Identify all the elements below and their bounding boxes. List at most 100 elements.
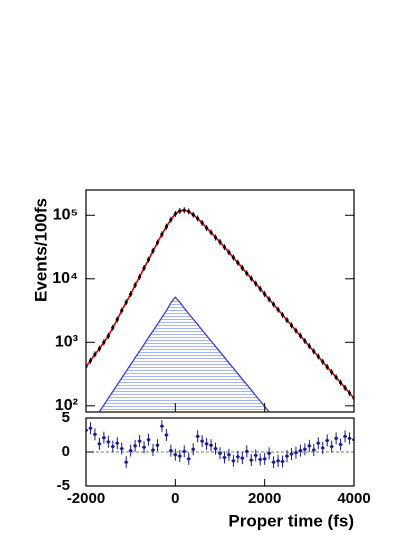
pull-point — [343, 434, 347, 438]
pull-point — [178, 454, 182, 458]
signal-area — [98, 296, 270, 412]
data-point — [209, 230, 213, 235]
data-point — [254, 282, 258, 286]
data-point — [102, 340, 106, 344]
pull-point — [249, 458, 253, 462]
data-point — [280, 313, 285, 317]
data-point — [330, 370, 334, 374]
data-point — [267, 297, 271, 301]
pull-point — [347, 436, 352, 440]
pull-point — [146, 438, 151, 442]
pull-point — [298, 449, 302, 453]
pull-point — [209, 443, 213, 447]
pull-point — [213, 447, 218, 451]
data-point — [307, 344, 311, 348]
x-tick-label: -2000 — [67, 490, 105, 507]
pull-point — [280, 459, 285, 464]
pull-point — [164, 433, 168, 437]
data-point — [245, 271, 249, 275]
pull-point — [169, 449, 173, 453]
data-point — [160, 232, 164, 236]
pull-point — [182, 449, 186, 453]
y-tick-label: 10⁵ — [53, 206, 78, 223]
y-tick-label: 5 — [62, 409, 70, 426]
data-point — [146, 258, 151, 262]
pull-point — [236, 455, 240, 459]
pull-point — [325, 438, 329, 443]
data-point — [343, 386, 347, 390]
pull-point — [334, 436, 338, 440]
pull-point — [339, 442, 343, 447]
data-point — [339, 381, 343, 385]
pull-point — [330, 444, 334, 449]
pull-point — [294, 451, 298, 455]
data-point — [155, 240, 160, 245]
pull-point — [321, 446, 325, 450]
data-point — [88, 359, 93, 363]
pull-point — [155, 443, 160, 447]
data-point — [294, 328, 298, 333]
data-point — [240, 266, 244, 270]
data-point — [325, 365, 329, 369]
data-point — [182, 208, 186, 212]
pull-point — [263, 457, 267, 461]
x-axis-label: Proper time (fs) — [228, 511, 354, 530]
data-point — [258, 287, 262, 291]
data-point — [272, 302, 276, 307]
pull-point — [129, 449, 133, 453]
data-point — [164, 225, 168, 229]
data-point — [138, 275, 142, 279]
pull-point — [138, 439, 142, 443]
y-tick-label: 0 — [62, 443, 70, 460]
pull-area — [86, 420, 354, 469]
pull-point — [88, 426, 93, 430]
data-point — [169, 218, 173, 222]
x-tick-label: 4000 — [337, 490, 370, 507]
y-tick-label: 10³ — [55, 334, 78, 351]
data-point — [93, 352, 97, 356]
pull-point — [307, 444, 311, 448]
y-tick-label: -5 — [57, 477, 70, 494]
data-point — [142, 266, 146, 270]
data-point — [187, 209, 191, 214]
pull-point — [218, 451, 222, 455]
pull-point — [289, 452, 294, 456]
data-point — [312, 349, 316, 353]
pull-point — [102, 436, 106, 440]
data-point — [97, 347, 101, 351]
pull-point — [303, 447, 307, 451]
pull-point — [231, 459, 235, 463]
data-point — [316, 354, 320, 359]
pull-point — [93, 432, 97, 436]
pull-point — [240, 456, 244, 460]
y-tick-label: 10² — [55, 397, 78, 414]
data-point — [249, 276, 253, 281]
data-point — [213, 235, 218, 240]
pull-point — [316, 441, 320, 445]
frame — [85, 189, 355, 413]
data-point — [298, 334, 302, 338]
plot-area — [86, 207, 354, 412]
data-point — [120, 308, 124, 313]
data-point — [151, 249, 155, 253]
y-axis-label: Events/100fs — [31, 198, 50, 302]
pull-point — [222, 455, 227, 460]
pull-point — [285, 454, 289, 458]
data-point — [263, 292, 267, 296]
pull-point — [276, 459, 280, 463]
pull-point — [133, 444, 137, 448]
pull-point — [106, 440, 110, 444]
pull-point — [124, 460, 128, 464]
data-point — [321, 360, 325, 364]
data-point — [106, 334, 110, 338]
pull-point — [97, 442, 101, 446]
data-point — [285, 318, 289, 322]
pull-point — [151, 448, 155, 452]
data-point — [200, 221, 204, 225]
data-point — [115, 317, 119, 322]
data-point — [276, 308, 280, 312]
pull-point — [200, 439, 204, 443]
pull-point — [160, 424, 164, 428]
data-point — [218, 240, 222, 244]
